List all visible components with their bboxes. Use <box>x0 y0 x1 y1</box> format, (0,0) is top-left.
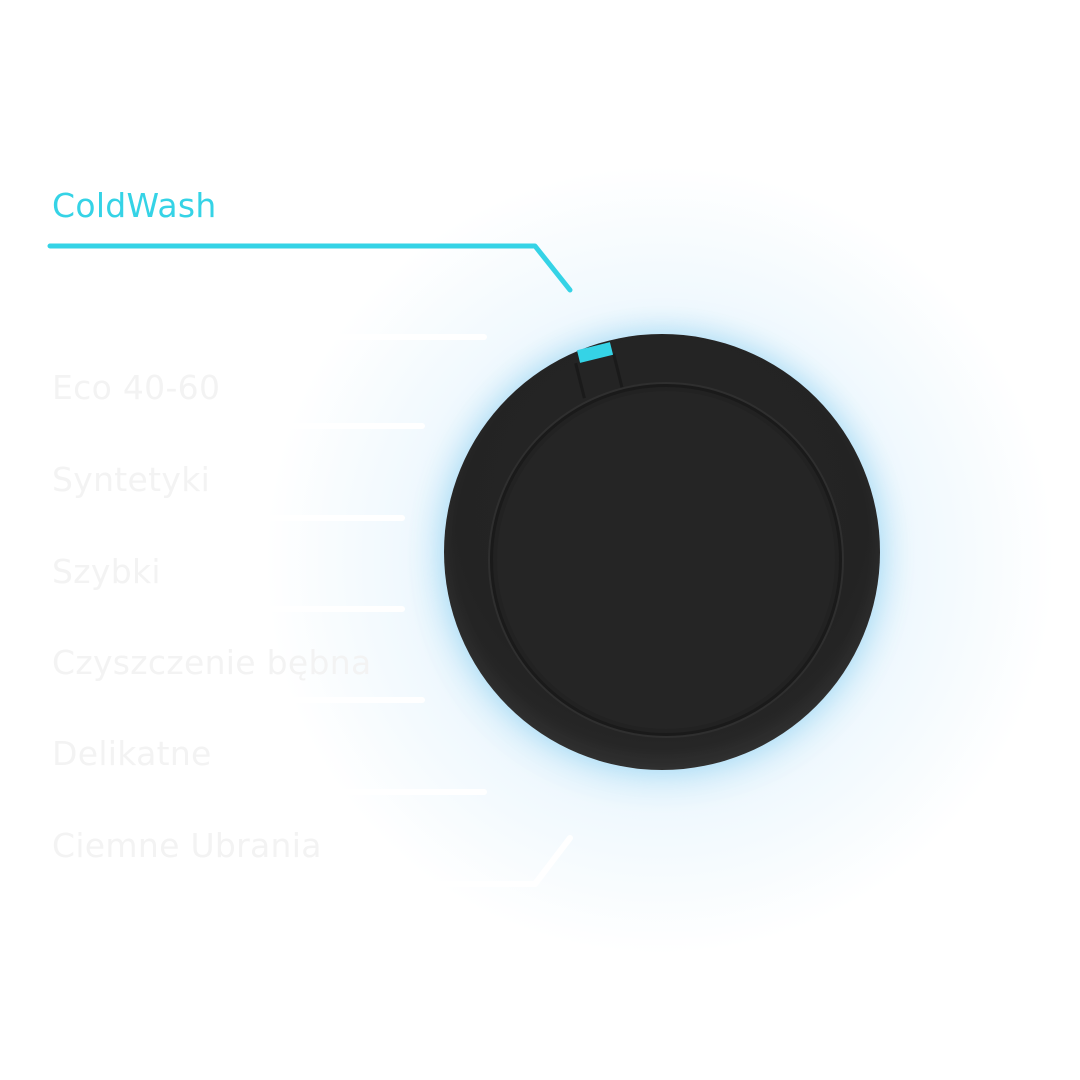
program-option-czyszczenie-bebna[interactable]: Czyszczenie bębna <box>52 643 372 682</box>
program-option-szybki[interactable]: Szybki <box>52 552 161 591</box>
program-option-coldwash[interactable]: ColdWash <box>52 186 217 225</box>
program-option-syntetyki[interactable]: Syntetyki <box>52 460 211 499</box>
program-option-eco[interactable]: Eco 40-60 <box>52 368 221 407</box>
program-option-delikatne[interactable]: Delikatne <box>52 734 212 773</box>
active-pointer-line <box>47 243 573 293</box>
program-option-ciemne-ubrania[interactable]: Ciemne Ubrania <box>52 826 322 865</box>
program-dial-knob[interactable] <box>444 334 880 770</box>
bottom-pointer-line <box>247 835 573 887</box>
knob-center <box>490 384 842 736</box>
